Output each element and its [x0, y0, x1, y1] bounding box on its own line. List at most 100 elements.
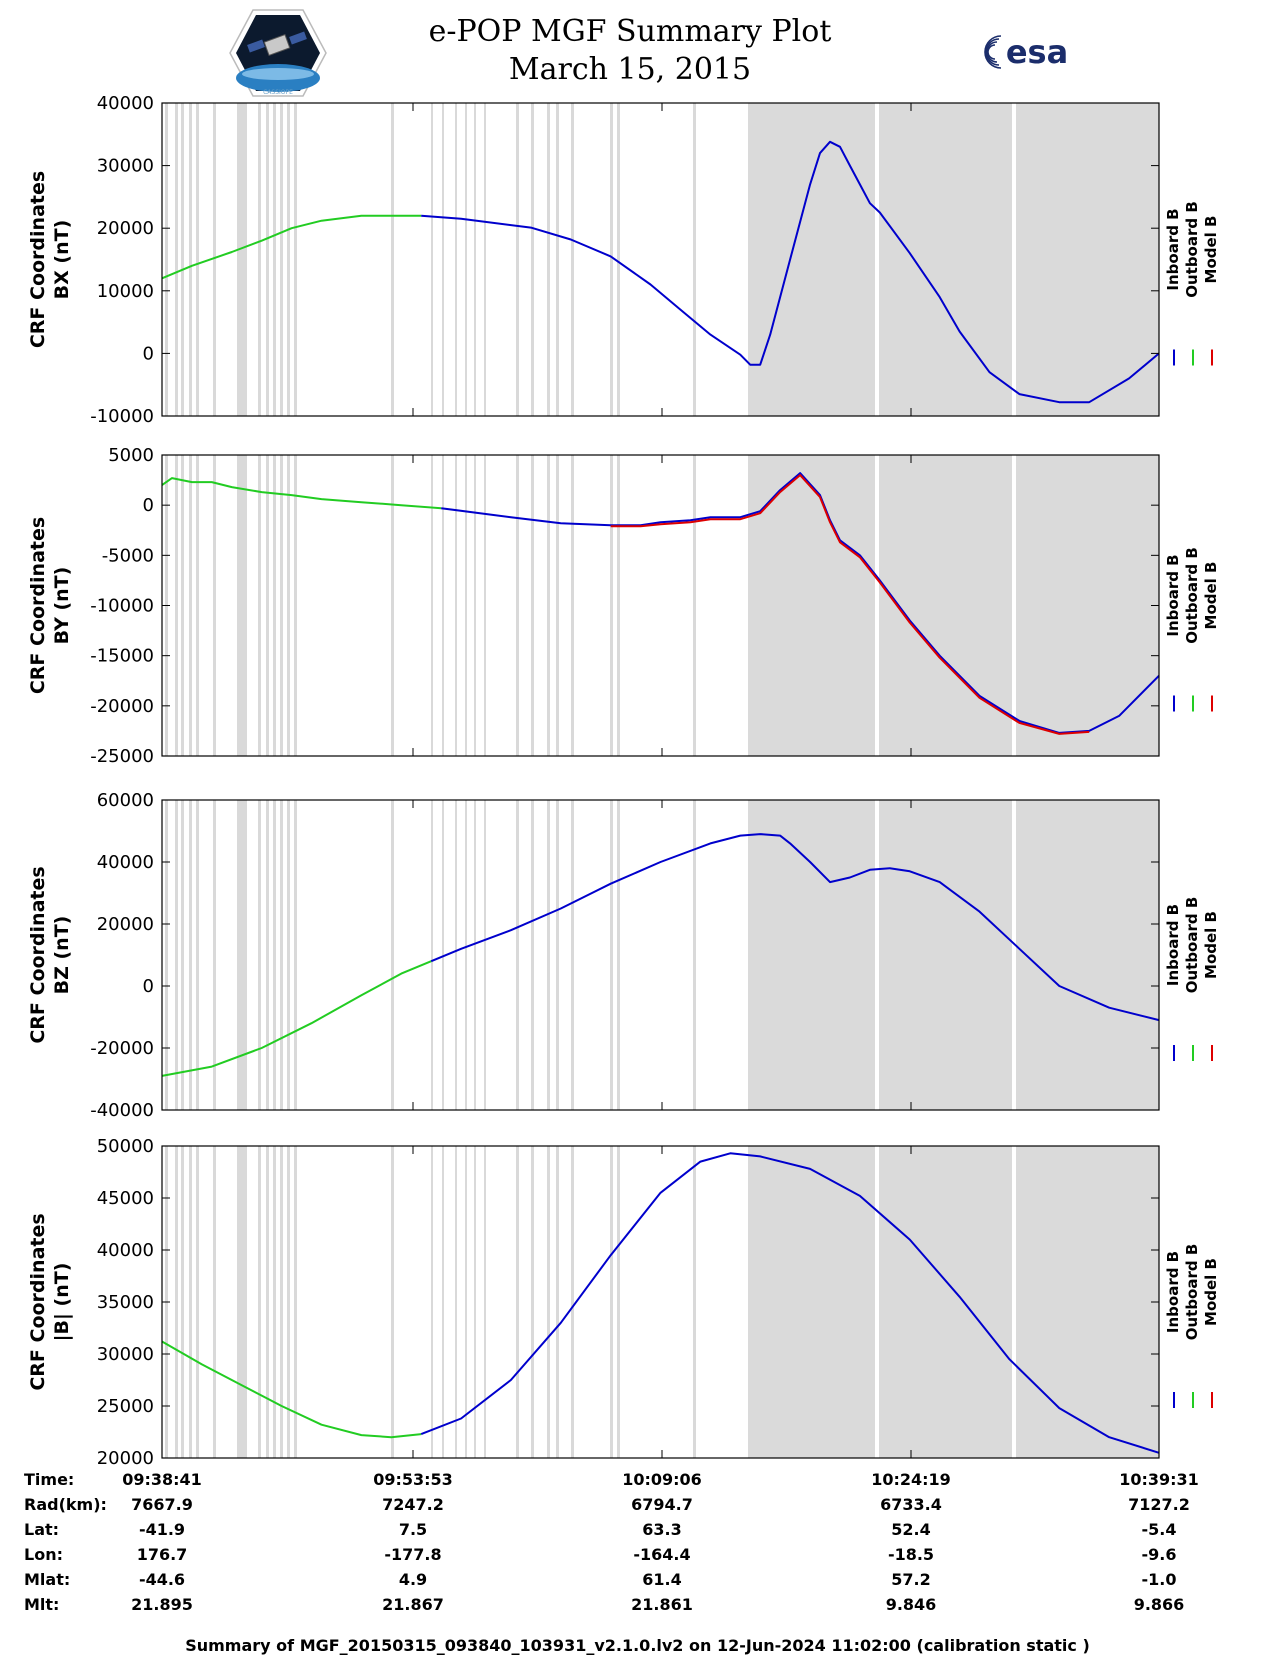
gap-band	[391, 103, 394, 416]
series-line-outboard-b	[161, 214, 422, 280]
gap-band	[175, 800, 178, 1110]
gap-band	[547, 1146, 550, 1458]
gap-band	[556, 1146, 559, 1458]
shade-region	[748, 800, 875, 1110]
esa-logo-icon: esa	[984, 33, 1068, 71]
gap-band	[287, 1146, 290, 1458]
y-tick-label: 0	[143, 495, 154, 516]
y-axis-label: BY (nT)	[51, 567, 73, 645]
y-tick-label: -20000	[90, 1038, 154, 1059]
gap-band	[465, 1146, 467, 1458]
legend-label: Outboard B	[1183, 897, 1201, 994]
cassiope-logo-icon: CASSIOPE	[229, 9, 327, 97]
y-tick-label: 40000	[97, 852, 154, 873]
info-value: 6794.7	[631, 1495, 693, 1514]
series-line-model-b	[610, 474, 1090, 735]
gap-band	[516, 103, 519, 416]
panel-frame	[161, 799, 1160, 1111]
y-tick-label: 5000	[108, 445, 154, 466]
y-axis-label: |B| (nT)	[51, 1263, 73, 1342]
gap-band	[196, 103, 199, 416]
shade-region	[879, 1146, 1012, 1458]
legend-label: Inboard B	[1164, 1251, 1182, 1333]
gap-band	[547, 103, 550, 416]
gap-band	[484, 1146, 486, 1458]
y-axis-label: BX (nT)	[51, 220, 73, 300]
info-value: 7127.2	[1128, 1495, 1190, 1514]
gap-band	[280, 800, 283, 1110]
info-value: 176.7	[136, 1545, 188, 1564]
info-value: 10:24:19	[871, 1470, 951, 1489]
panel-1: -10000 0 10000 20000 30000 40000 CRF Coordinat…	[27, 93, 1220, 427]
legend-label: Outboard B	[1183, 1244, 1201, 1341]
gap-band	[280, 103, 283, 416]
legend-label: Outboard B	[1183, 547, 1201, 644]
gap-band	[442, 1146, 444, 1458]
gap-band	[175, 1146, 178, 1458]
gap-band	[237, 800, 247, 1110]
info-value: 63.3	[642, 1520, 682, 1539]
y-tick-label: -20000	[90, 696, 154, 717]
shade-region	[748, 103, 875, 416]
gap-band	[189, 1146, 192, 1458]
gap-band	[237, 103, 247, 416]
gap-band	[294, 455, 297, 756]
gap-band	[516, 1146, 519, 1458]
info-value: 09:53:53	[373, 1470, 453, 1489]
info-value: -41.9	[138, 1520, 186, 1539]
plot-title: e-POP MGF Summary Plot	[428, 14, 832, 49]
gap-band	[181, 455, 184, 756]
gap-band	[431, 455, 433, 756]
y-tick-label: -25000	[90, 746, 154, 767]
gap-band	[571, 455, 574, 756]
plot-date: March 15, 2015	[508, 52, 752, 87]
gap-band	[617, 800, 620, 1110]
gap-band	[617, 1146, 620, 1458]
gap-band	[258, 800, 261, 1110]
gap-band	[266, 455, 269, 756]
gap-band	[484, 455, 486, 756]
info-value: -9.6	[1141, 1545, 1177, 1564]
y-tick-label: -10000	[90, 406, 154, 427]
info-value: 52.4	[891, 1520, 931, 1539]
gap-band	[391, 800, 394, 1110]
info-value: 61.4	[642, 1570, 682, 1589]
info-value: -1.0	[1141, 1570, 1177, 1589]
gap-band	[474, 103, 476, 416]
gap-band	[213, 1146, 216, 1458]
gap-band	[273, 800, 276, 1110]
shade-region	[1016, 1146, 1159, 1458]
y-tick-label: -40000	[90, 1100, 154, 1121]
gap-band	[213, 455, 216, 756]
gap-band	[693, 103, 696, 416]
y-tick-label: 20000	[97, 1448, 154, 1469]
info-value: 7247.2	[382, 1495, 444, 1514]
panel-3: -40000 -20000 0 20000 40000 60000 CRF Coordina…	[27, 790, 1220, 1121]
gap-band	[571, 1146, 574, 1458]
gap-band	[431, 800, 433, 1110]
y-tick-label: 0	[143, 976, 154, 997]
svg-text:CASSIOPE: CASSIOPE	[263, 89, 293, 96]
y-axis-label: CRF Coordinates	[27, 171, 49, 348]
gap-band	[266, 800, 269, 1110]
y-tick-label: 30000	[97, 1344, 154, 1365]
panel-frame	[161, 102, 1160, 417]
gap-band	[181, 103, 184, 416]
gap-band	[196, 800, 199, 1110]
gap-band	[455, 455, 457, 756]
gap-band	[165, 103, 168, 416]
gap-band	[280, 455, 283, 756]
y-tick-label: 45000	[97, 1188, 154, 1209]
gap-band	[196, 455, 199, 756]
gap-band	[391, 1146, 394, 1458]
gap-band	[556, 455, 559, 756]
legend-label: Model B	[1202, 911, 1220, 979]
info-value: 4.9	[398, 1570, 428, 1589]
shade-region	[1016, 103, 1159, 416]
gap-band	[531, 1146, 534, 1458]
info-value: -5.4	[1141, 1520, 1177, 1539]
info-value: 09:38:41	[122, 1470, 202, 1489]
info-value: -177.8	[384, 1545, 442, 1564]
gap-band	[391, 455, 394, 756]
y-tick-label: -5000	[102, 545, 154, 566]
